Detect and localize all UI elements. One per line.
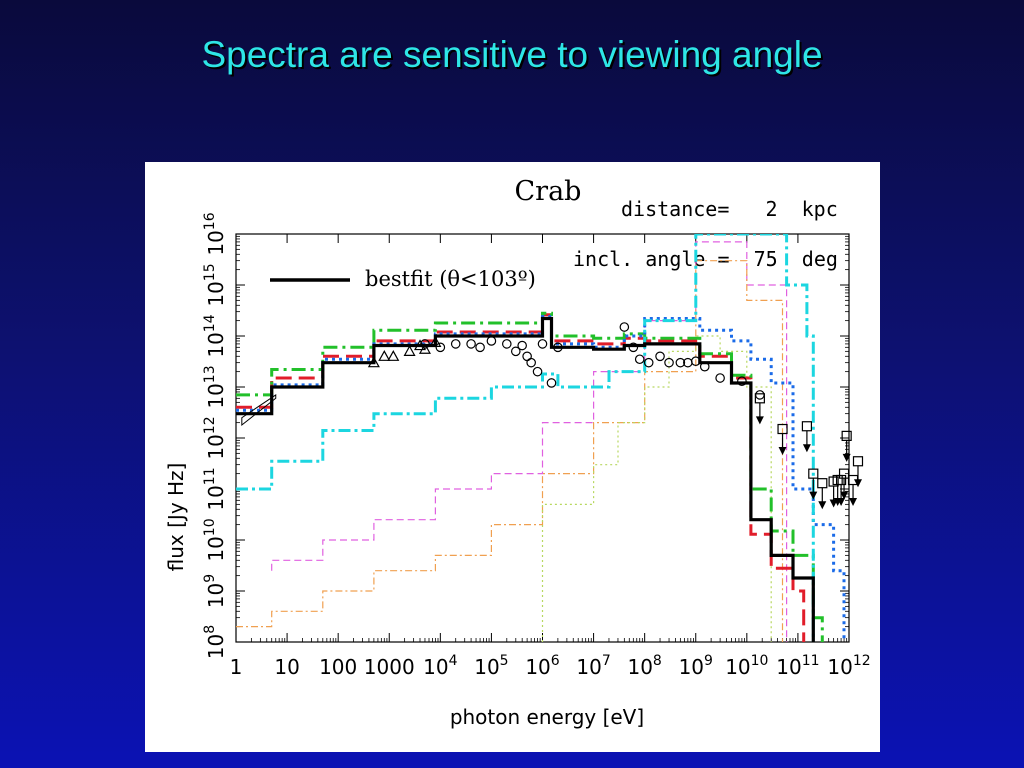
spectrum-chart: Crab distance= 2 kpc incl. angle = 75 de… [164, 176, 871, 729]
series-line-7 [541, 335, 772, 642]
data-point-circle [546, 378, 557, 388]
data-point-circle [466, 339, 476, 349]
upper-limit-square [852, 456, 864, 467]
x-tick-label: 100 [319, 655, 357, 679]
data-point-circle [675, 357, 686, 368]
data-point-circle [486, 336, 497, 346]
upper-limit-arrow [778, 447, 787, 456]
upper-limit-arrow [802, 444, 811, 453]
upper-limit-square [754, 393, 765, 404]
data-point-circle [420, 339, 430, 349]
y-tick-label: 1012 [202, 416, 228, 459]
upper-limit-arrow [818, 501, 827, 510]
data-point-circle [755, 390, 765, 400]
x-tick-label: 105 [474, 653, 508, 679]
data-point-circle [435, 342, 446, 353]
data-point-circle [475, 342, 485, 353]
data-point-circle [628, 342, 639, 353]
data-point-circle [526, 357, 536, 368]
upper-limit-arrow [853, 479, 862, 488]
data-point-circle [664, 357, 674, 368]
data-point-circle [655, 351, 665, 362]
data-point-triangle [413, 339, 427, 351]
x-tick-label: 107 [576, 653, 610, 679]
data-point-triangle [418, 343, 431, 354]
data-point-circle [643, 357, 654, 368]
data-point-circle [634, 354, 645, 365]
data-point-circle [690, 356, 701, 367]
x-tick-label: 109 [679, 653, 713, 679]
upper-limit-arrow [842, 453, 851, 462]
upper-limit-square [817, 478, 828, 489]
series-line-2 [236, 311, 824, 642]
upper-limit-arrow [837, 498, 846, 507]
upper-limit-arrow [849, 498, 858, 507]
series-line-4 [236, 234, 815, 642]
y-tick-label: 1011 [202, 467, 228, 510]
y-axis-label: flux [Jy Hz] [164, 463, 188, 572]
bowtie-marker [241, 393, 277, 427]
y-tick-label: 1016 [202, 212, 228, 255]
data-point-circle [501, 339, 512, 349]
data-point-circle [715, 373, 725, 383]
y-tick-label: 109 [202, 574, 228, 608]
x-tick-label: 1000 [364, 655, 415, 679]
data-point-circle [699, 361, 710, 372]
slide-title: Spectra are sensitive to viewing angle [201, 34, 823, 75]
y-tick-label: 108 [202, 625, 228, 659]
series-line-5 [271, 241, 788, 642]
upper-limit-arrow [840, 491, 849, 500]
x-tick-label: 104 [423, 653, 457, 679]
upper-limit-square [801, 421, 813, 432]
y-tick-label: 1015 [202, 263, 228, 306]
x-axis-label: photon energy [eV] [450, 705, 644, 729]
chart-panel: Crab distance= 2 kpc incl. angle = 75 de… [145, 162, 880, 752]
data-point-triangle [403, 345, 416, 356]
x-tick-label: 1010 [725, 653, 768, 679]
x-tick-label: 106 [525, 653, 559, 679]
data-point-circle [619, 322, 630, 332]
series-line-6 [236, 260, 784, 642]
x-tick-label: 1012 [827, 653, 870, 679]
data-point-circle [532, 366, 543, 377]
angle-annotation: incl. angle = 75 deg [573, 247, 838, 271]
data-point-circle [510, 346, 521, 357]
x-tick-label: 10 [274, 655, 299, 679]
data-point-triangle [367, 356, 380, 368]
y-tick-label: 1010 [202, 518, 228, 561]
data-point-circle [737, 376, 747, 386]
x-tick-label: 1 [230, 655, 243, 679]
chart-title: Crab [515, 176, 582, 207]
series-line-3 [236, 315, 846, 642]
data-point-circle [553, 342, 563, 353]
data-point-circle [517, 340, 527, 351]
y-tick-label: 1014 [202, 314, 228, 357]
data-point-triangle [378, 350, 391, 361]
upper-limit-square [841, 430, 852, 441]
series-line-0 [236, 316, 815, 642]
data-point-circle [537, 339, 548, 349]
distance-annotation: distance= 2 kpc [621, 197, 838, 221]
legend-bestfit-label: bestfit (θ<103º) [365, 267, 536, 291]
x-tick-label: 1011 [776, 653, 819, 679]
data-point-triangle [429, 336, 442, 347]
upper-limit-arrow [755, 416, 764, 425]
data-point-circle [450, 339, 461, 349]
x-tick-label: 108 [627, 653, 661, 679]
data-point-triangle [387, 350, 400, 361]
y-tick-label: 1013 [202, 365, 228, 408]
upper-limit-arrow [809, 491, 818, 500]
